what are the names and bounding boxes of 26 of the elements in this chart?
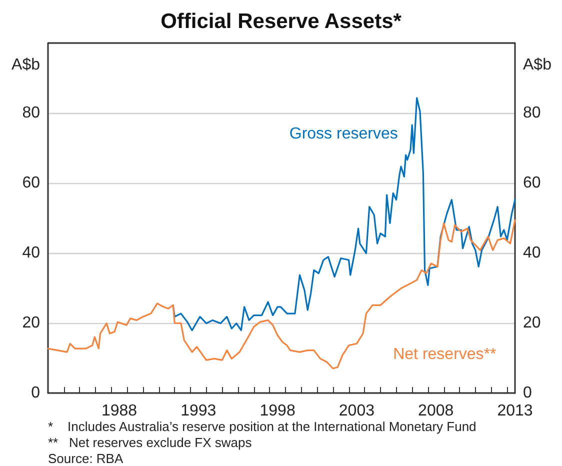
series-label: Gross reserves: [289, 126, 398, 142]
y-tick-label: 40: [22, 244, 40, 262]
chart-title: Official Reserve Assets*: [160, 10, 402, 33]
y-tick-label: 20: [22, 314, 40, 332]
x-tick-label: 2013: [497, 402, 533, 420]
x-tick-label: 1993: [180, 402, 216, 420]
x-tick-label: 2003: [338, 402, 375, 420]
line-series: [47, 219, 516, 370]
y2-tick-label: 60: [523, 174, 541, 192]
y-tick-label: 60: [22, 174, 40, 192]
y2-tick-label: 0: [523, 384, 532, 402]
y-tick-label: 80: [22, 104, 40, 122]
x-tick-label: 1988: [101, 402, 138, 420]
y-axis-title: A$b: [12, 56, 40, 74]
y-tick-label: 0: [31, 384, 40, 402]
y2-tick-label: 40: [523, 244, 541, 262]
x-tick-label: 1998: [260, 402, 296, 420]
source-note: Source: RBA: [48, 451, 124, 466]
y2-axis-title: A$b: [523, 56, 552, 74]
text: Net reserves**: [393, 346, 496, 363]
line-series: [172, 97, 516, 332]
y2-tick-label: 80: [523, 104, 541, 122]
text: * Includes Australia’s reserve position at the International Monetary Fund: [48, 419, 476, 434]
text: ** Net reserves exclude FX swaps: [48, 435, 252, 450]
y2-tick-label: 20: [523, 314, 541, 332]
x-tick-label: 2008: [418, 402, 454, 420]
